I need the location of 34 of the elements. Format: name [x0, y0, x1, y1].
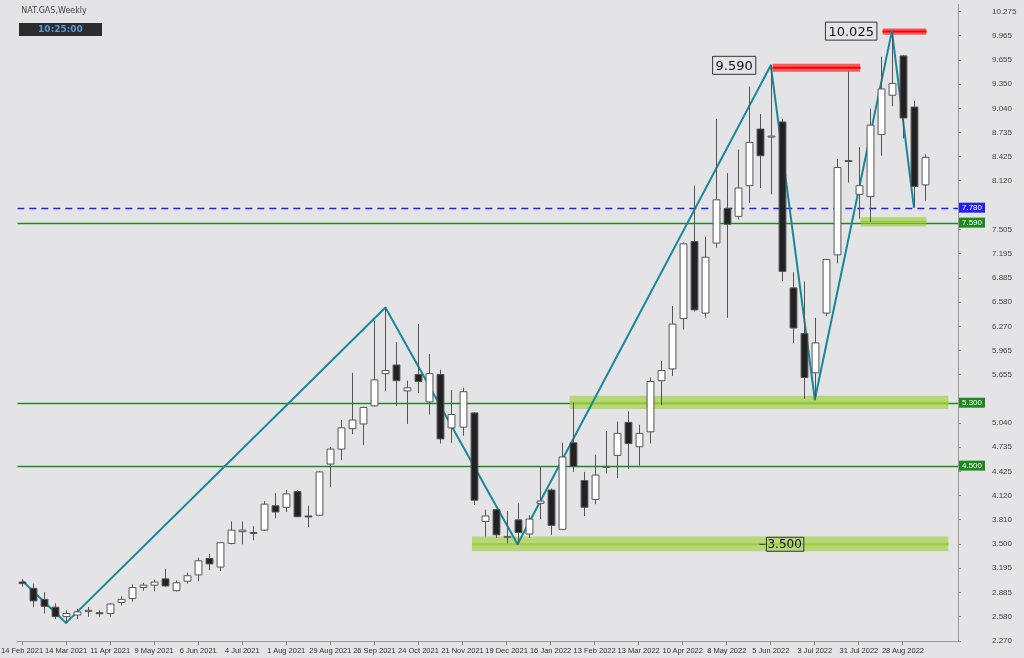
- annotation: 10.025: [828, 23, 874, 39]
- annotation: 9.590: [715, 57, 753, 73]
- y-tick-label: 4.735: [992, 442, 1013, 452]
- y-tick-label: 8.120: [992, 176, 1013, 186]
- y-tick-label: 7.195: [992, 248, 1013, 258]
- y-tick-label: 4.120: [992, 490, 1013, 500]
- y-tick-label: 3.810: [992, 515, 1013, 525]
- y-tick-label: 8.425: [992, 152, 1013, 162]
- chart-title: NAT.GAS,Weekly: [21, 6, 88, 16]
- ref-line-label: 5.300: [962, 398, 983, 408]
- clock-box: 10:25:00: [19, 23, 102, 36]
- y-tick-label: 10.275: [992, 6, 1018, 16]
- y-tick-label: 3.500: [992, 539, 1013, 549]
- y-tick-label: 9.350: [992, 79, 1013, 89]
- y-tick-label: 5.655: [992, 370, 1013, 379]
- y-tick-label: 2.885: [992, 587, 1013, 597]
- y-tick-label: 8.735: [992, 127, 1013, 137]
- y-tick-label: 2.580: [992, 611, 1013, 621]
- y-tick-label: 5.040: [992, 418, 1013, 428]
- y-tick-label: 4.425: [992, 466, 1013, 476]
- y-tick-label: 3.195: [992, 563, 1013, 573]
- y-tick-label: 9.965: [992, 31, 1013, 41]
- ref-line-label: 7.590: [962, 218, 983, 228]
- y-tick-label: 6.885: [992, 273, 1013, 283]
- ref-line-label: 7.780: [962, 203, 983, 213]
- y-tick-label: 7.505: [992, 224, 1013, 234]
- y-tick-label: 5.965: [992, 345, 1013, 355]
- ref-line-label: 4.500: [962, 461, 983, 471]
- y-tick-label: 6.580: [992, 297, 1013, 307]
- series-label: 3.500: [767, 537, 802, 552]
- y-tick-label: 6.270: [992, 321, 1013, 331]
- y-tick-label: 9.655: [992, 55, 1013, 65]
- y-tick-label: 2.270: [992, 636, 1013, 646]
- y-tick-label: 9.040: [992, 103, 1013, 113]
